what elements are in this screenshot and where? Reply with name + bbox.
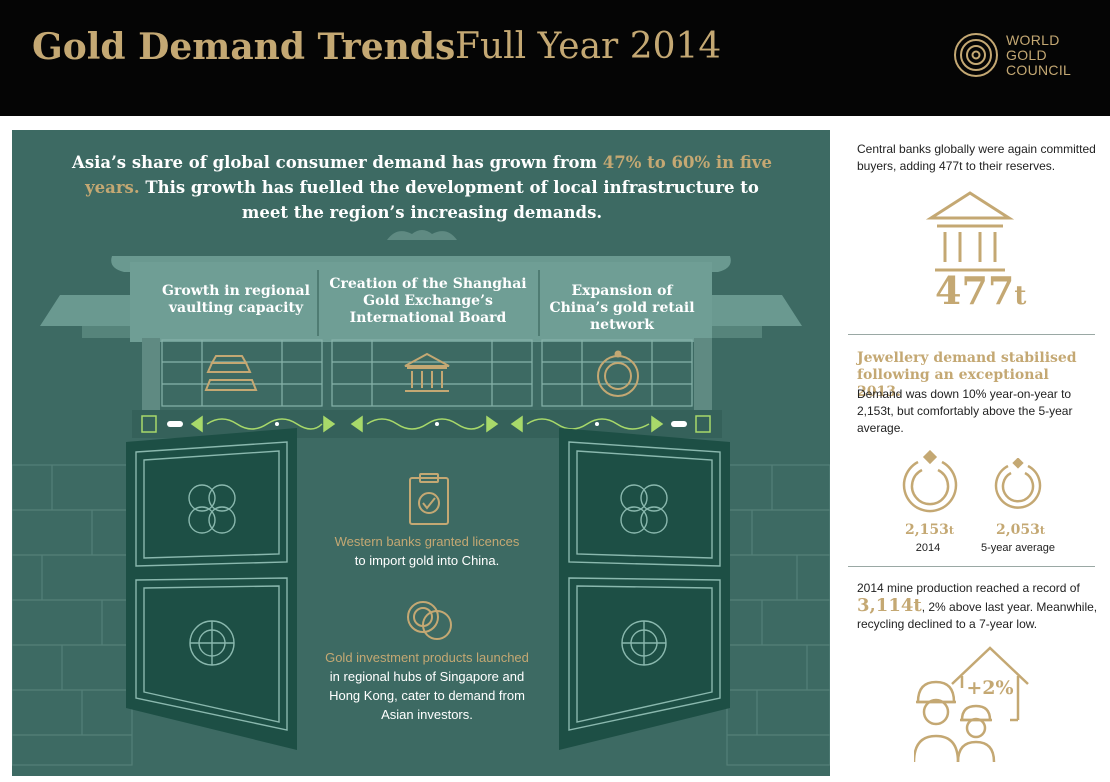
logo-line: GOLD	[1006, 47, 1047, 63]
mine-text-cont: , 2% above last year. Meanwhile, recycli…	[857, 600, 1098, 631]
main-headline: Asia’s share of global consumer demand h…	[72, 150, 772, 225]
products-caption: Gold investment products launched in reg…	[312, 648, 542, 724]
column-title-vaulting: Growth in regional vaulting capacity	[162, 283, 310, 316]
logo-line: WORLD	[1006, 32, 1060, 48]
jewellery-2014-number: 2,153	[905, 522, 949, 538]
gate-illustration	[12, 230, 830, 766]
licence-caption-line: Western banks granted licences	[334, 534, 520, 549]
jewellery-5yr-value: 2,053t	[996, 522, 1045, 538]
infographic-panel: Asia’s share of global consumer demand h…	[12, 130, 830, 776]
central-banks-text: Central banks globally were again commit…	[857, 142, 1096, 173]
jewellery-heading: Jewellery demand stabilised following an…	[857, 350, 1077, 400]
jewellery-5yr-label: 5-year average	[981, 542, 1055, 554]
page-subtitle: Full Year 2014	[455, 26, 722, 67]
mine-text: 2014 mine production reached a record of…	[857, 580, 1107, 633]
jewellery-5yr-unit: t	[1039, 524, 1045, 537]
products-caption-line: Asian investors.	[381, 707, 473, 722]
headline-text: Asia’s share of global consumer demand h…	[72, 153, 603, 172]
necklace-icon	[902, 450, 958, 513]
products-caption-line: in regional hubs of Singapore and	[329, 669, 525, 684]
mine-text-line: 2014 mine production reached a record of	[857, 581, 1080, 595]
headline-highlight: 47% to 60% in five years.	[85, 153, 772, 197]
products-caption-line: Gold investment products launched	[325, 650, 529, 665]
central-banks-number: 477	[935, 268, 1015, 313]
bank-icon	[925, 191, 1015, 272]
mine-production-value: 3,114t	[857, 595, 922, 616]
jewellery-text: Demand was down 10% year-on-year to 2,15…	[857, 387, 1073, 435]
sidebar-divider	[848, 334, 1095, 335]
jewellery-5yr-number: 2,053	[996, 522, 1040, 538]
world-gold-council-logo-icon	[954, 33, 998, 77]
central-banks-unit: t	[1014, 281, 1027, 311]
miners-house-icon: +2%	[914, 646, 1029, 763]
column-title-shanghai: Creation of the Shanghai Gold Exchange’s…	[329, 276, 527, 326]
jewellery-2014-value: 2,153t	[905, 522, 954, 538]
page-title: Gold Demand Trends	[32, 26, 456, 68]
licence-caption: Western banks granted licences to import…	[312, 532, 542, 570]
central-banks-value: 477t	[935, 270, 1026, 317]
headline-text-cont: This growth has fuelled the development …	[139, 178, 759, 222]
logo-line: COUNCIL	[1006, 62, 1072, 78]
products-caption-line: Hong Kong, cater to demand from	[329, 688, 525, 703]
jewellery-2014-label: 2014	[915, 542, 941, 554]
jewellery-2014-unit: t	[948, 524, 954, 537]
header-bar: Gold Demand Trends Full Year 2014 WORLD …	[0, 0, 1110, 116]
sidebar-divider	[848, 566, 1095, 567]
necklace-small-icon	[994, 458, 1042, 509]
logo-wordmark: WORLD GOLD COUNCIL	[1006, 33, 1071, 78]
mine-growth-badge: +2%	[966, 677, 1013, 699]
column-title-retail: Expansion of China’s gold retail network	[549, 283, 695, 333]
licence-caption-line: to import gold into China.	[354, 553, 500, 568]
